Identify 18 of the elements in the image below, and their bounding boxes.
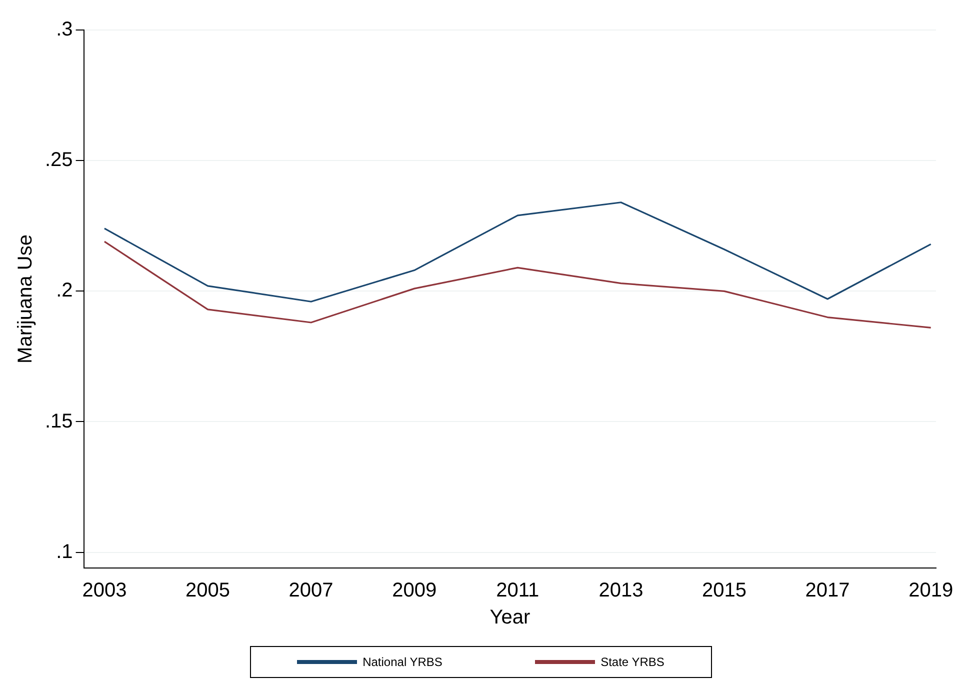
y-tick-label: .2 [56,280,73,302]
y-tick-label: .1 [56,540,73,563]
y-tick-label: .3 [56,18,73,41]
x-tick-label: 2011 [496,580,540,602]
y-tick-label: .15 [44,410,73,432]
x-axis-title: Year [490,606,530,629]
x-tick-label: 2009 [392,580,437,602]
x-tick-label: 2015 [702,580,746,602]
x-tick-label: 2003 [82,580,127,602]
x-tick-label: 2017 [805,580,850,602]
y-axis-title: Marijuana Use [14,234,37,364]
legend-label: State YRBS [600,655,664,669]
x-tick-label: 2019 [908,580,954,602]
y-tick-label: .25 [44,149,73,172]
x-tick-label: 2005 [186,580,230,602]
x-tick-label: 2013 [598,580,644,602]
x-tick-label: 2007 [288,580,334,602]
legend-label: National YRBS [362,655,442,669]
